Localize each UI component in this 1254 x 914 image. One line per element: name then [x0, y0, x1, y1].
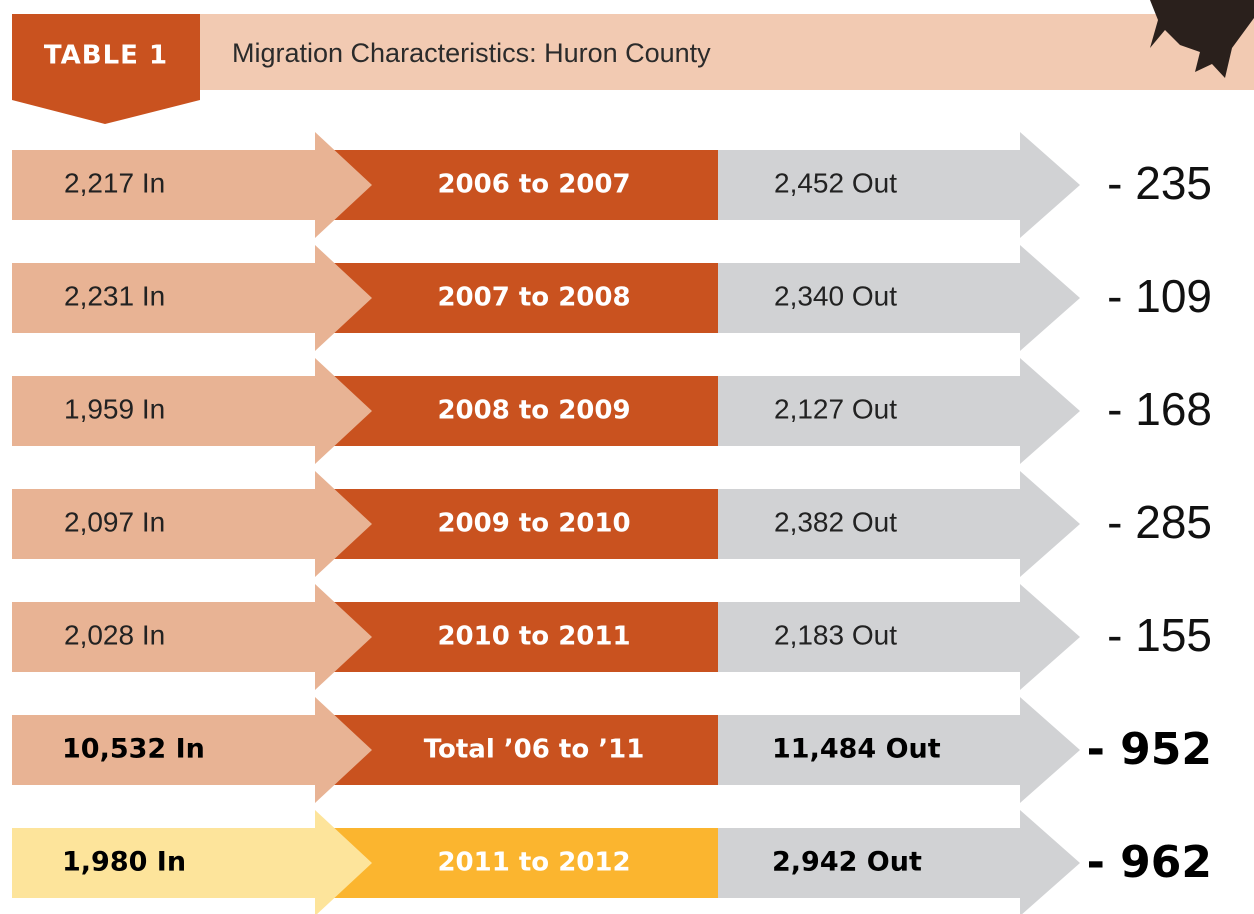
period-label: Total ’06 to ’11 [424, 735, 645, 765]
in-value: 10,532 In [62, 734, 205, 765]
out-value: 11,484 Out [772, 734, 941, 765]
net-value: - 155 [1107, 609, 1212, 661]
out-value: 2,452 Out [774, 167, 897, 198]
out-arrow [718, 584, 1080, 690]
out-arrow [718, 471, 1080, 577]
out-value: 2,183 Out [774, 619, 897, 650]
net-value: - 962 [1087, 837, 1212, 888]
period-label: 2009 to 2010 [437, 509, 630, 539]
out-value: 2,340 Out [774, 280, 897, 311]
rows: 2,217 In 2006 to 2007 2,452 Out - 235 2,231 … [12, 132, 1212, 914]
in-value: 1,980 In [62, 847, 186, 878]
out-value: 2,942 Out [772, 847, 922, 878]
infographic: TABLE 1 Migration Characteristics: Huron… [0, 0, 1254, 914]
out-value: 2,127 Out [774, 393, 897, 424]
table-label: TABLE 1 [44, 41, 168, 71]
in-value: 2,097 In [64, 506, 165, 537]
net-value: - 285 [1107, 496, 1212, 548]
period-label: 2011 to 2012 [437, 848, 630, 878]
period-label: 2008 to 2009 [437, 396, 630, 426]
net-value: - 235 [1107, 157, 1212, 209]
period-label: 2006 to 2007 [437, 170, 630, 200]
out-arrow [718, 245, 1080, 351]
period-label: 2010 to 2011 [437, 622, 630, 652]
out-arrow [718, 132, 1080, 238]
period-label: 2007 to 2008 [437, 283, 630, 313]
net-value: - 109 [1107, 270, 1212, 322]
net-value: - 168 [1107, 383, 1212, 435]
in-value: 2,231 In [64, 280, 165, 311]
table-title: Migration Characteristics: Huron County [232, 38, 711, 68]
out-arrow [718, 358, 1080, 464]
in-value: 2,028 In [64, 619, 165, 650]
in-value: 1,959 In [64, 393, 165, 424]
out-value: 2,382 Out [774, 506, 897, 537]
page: TABLE 1 Migration Characteristics: Huron… [0, 0, 1254, 914]
in-value: 2,217 In [64, 167, 165, 198]
net-value: - 952 [1087, 724, 1212, 775]
